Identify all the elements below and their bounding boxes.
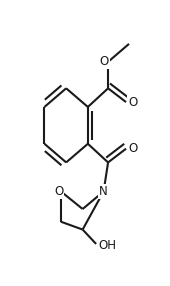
Text: O: O: [100, 55, 109, 68]
Text: N: N: [99, 185, 108, 198]
Text: O: O: [128, 96, 138, 109]
Text: O: O: [128, 142, 138, 155]
Text: OH: OH: [98, 239, 116, 251]
Text: O: O: [54, 185, 63, 198]
